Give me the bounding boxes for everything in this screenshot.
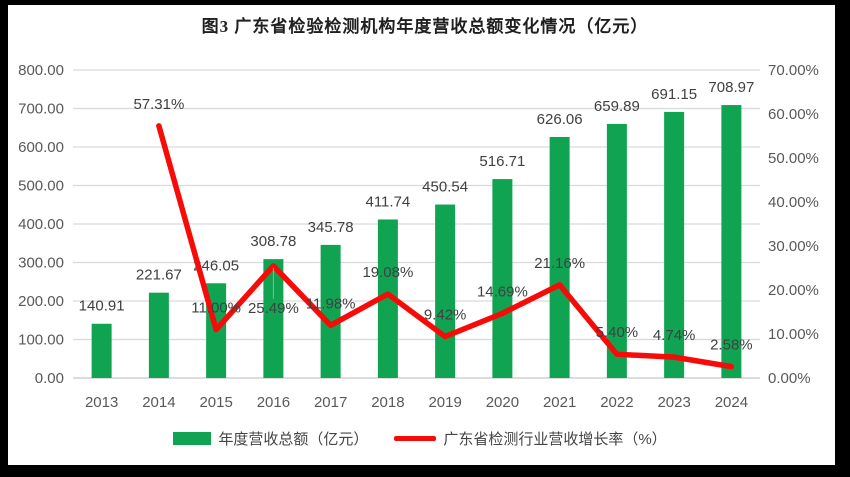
line-data-label: 5.40% <box>596 324 639 341</box>
line-data-label: 2.58% <box>710 337 753 354</box>
left-axis-tick: 600.00 <box>18 139 64 156</box>
bar-data-label: 345.78 <box>308 219 354 236</box>
x-axis-label: 2023 <box>657 394 690 411</box>
bar-data-label: 308.78 <box>250 233 296 250</box>
left-axis-tick: 500.00 <box>18 178 64 195</box>
line-data-label: 57.31% <box>133 96 184 113</box>
left-axis-tick: 800.00 <box>18 62 64 79</box>
x-axis-label: 2017 <box>314 394 347 411</box>
bar <box>91 323 112 378</box>
x-axis-label: 2024 <box>715 394 748 411</box>
bar-data-label: 221.67 <box>136 267 182 284</box>
bar <box>721 105 742 379</box>
line-series-swatch <box>394 436 437 441</box>
bar <box>549 136 570 378</box>
bar <box>664 111 685 378</box>
left-axis-tick: 0.00 <box>35 370 64 387</box>
chart-card <box>8 5 835 465</box>
x-axis-label: 2019 <box>428 394 461 411</box>
bar <box>435 204 456 378</box>
line-series-label: 广东省检测行业营收增长率（%） <box>443 431 667 448</box>
right-axis-tick: 60.00% <box>768 106 819 123</box>
legend-item-bar: 年度营收总额（亿元） <box>173 428 368 449</box>
bar-series-swatch <box>173 432 212 445</box>
legend: 年度营收总额（亿元） 广东省检测行业营收增长率（%） <box>0 428 840 449</box>
line-data-label: 19.08% <box>362 264 413 281</box>
right-axis-tick: 10.00% <box>768 326 819 343</box>
bar-data-label: 626.06 <box>537 111 583 128</box>
x-axis-label: 2020 <box>486 394 519 411</box>
left-axis-tick: 400.00 <box>18 216 64 233</box>
line-data-label: 21.16% <box>534 255 585 272</box>
bar-data-label: 450.54 <box>422 179 468 196</box>
line-data-label: 11.98% <box>306 295 356 312</box>
bar-data-label: 708.97 <box>708 79 754 96</box>
bar-data-label: 691.15 <box>651 86 697 103</box>
right-axis-tick: 50.00% <box>768 150 819 167</box>
bar <box>320 244 341 378</box>
x-axis-label: 2016 <box>257 394 290 411</box>
bar-data-label: 516.71 <box>479 153 525 170</box>
x-axis-label: 2015 <box>199 394 232 411</box>
right-axis-tick: 0.00% <box>768 370 811 387</box>
right-axis-tick: 70.00% <box>768 62 819 79</box>
legend-item-line: 广东省检测行业营收增长率（%） <box>394 428 667 449</box>
left-axis-tick: 300.00 <box>18 255 64 272</box>
x-axis-label: 2021 <box>543 394 576 411</box>
right-axis-tick: 20.00% <box>768 282 819 299</box>
bar-data-label: 659.89 <box>594 98 640 115</box>
left-axis-tick: 100.00 <box>18 332 64 349</box>
growth-rate-line <box>156 123 735 370</box>
bar-data-label: 140.91 <box>79 298 125 315</box>
right-axis-tick: 30.00% <box>768 238 819 255</box>
line-data-label: 11.00% <box>191 300 241 317</box>
bar <box>606 123 627 378</box>
chart-title: 图3 广东省检验检测机构年度营收总额变化情况（亿元） <box>201 17 649 36</box>
line-data-label: 14.69% <box>477 283 528 300</box>
bar <box>148 292 169 378</box>
line-data-label: 9.42% <box>424 307 467 324</box>
left-axis-tick: 200.00 <box>18 293 64 310</box>
x-axis-label: 2018 <box>371 394 404 411</box>
bar-data-label: 411.74 <box>365 193 410 210</box>
bar <box>377 219 398 378</box>
x-axis-label: 2013 <box>85 394 118 411</box>
right-axis-tick: 40.00% <box>768 194 819 211</box>
line-data-label: 4.74% <box>653 327 696 344</box>
bar <box>492 179 513 378</box>
bar-data-label: 246.05 <box>193 257 239 274</box>
left-axis-tick: 700.00 <box>18 101 64 118</box>
x-axis-label: 2014 <box>142 394 175 411</box>
x-axis-label: 2022 <box>600 394 633 411</box>
bar-series-label: 年度营收总额（亿元） <box>218 431 369 448</box>
bar <box>263 259 284 378</box>
line-data-label: 25.49% <box>248 300 299 317</box>
